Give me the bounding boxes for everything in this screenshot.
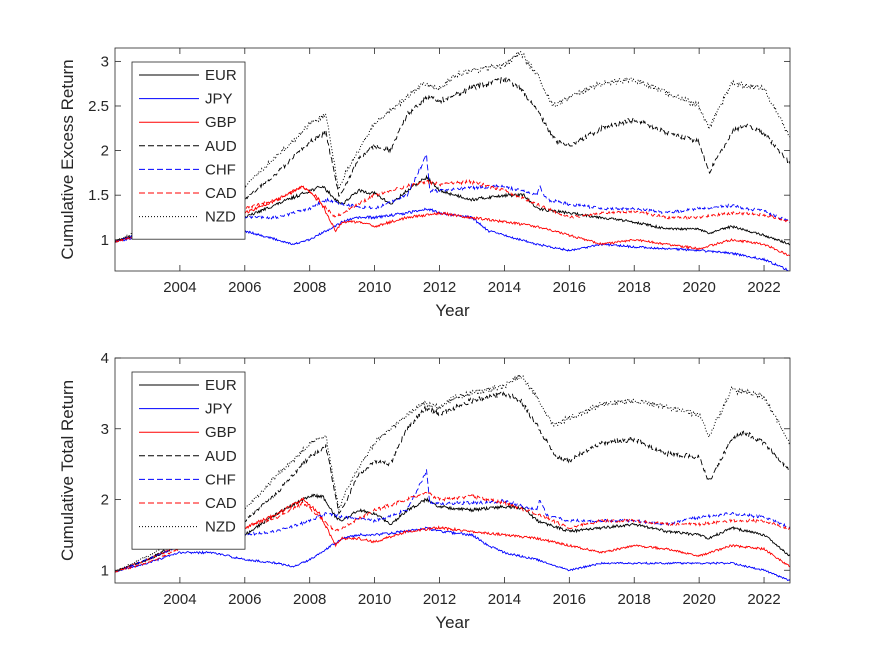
legend-label-nzd: NZD: [205, 519, 236, 536]
y-tick-label: 1.5: [88, 187, 109, 204]
legend-label-chf: CHF: [205, 471, 236, 488]
y-tick-label: 3: [101, 53, 109, 70]
legend-label-gbp: GBP: [205, 424, 237, 441]
legend-label-eur: EUR: [205, 377, 237, 394]
series-line-jpy: [115, 526, 790, 582]
y-axis-label: Cumulative Excess Return: [58, 59, 77, 259]
legend-label-chf: CHF: [205, 161, 236, 178]
x-tick-label: 2010: [358, 279, 391, 296]
y-tick-label: 1: [101, 562, 109, 579]
series-line-nzd: [115, 374, 790, 572]
x-tick-label: 2016: [553, 279, 586, 296]
y-tick-label: 1: [101, 232, 109, 249]
bottom-panel: 2004 2006 2008 2010 2012 2014 2016 2018 2020 2022…: [58, 350, 791, 632]
y-tick-label: 4: [101, 350, 109, 367]
x-axis-label: Year: [435, 301, 470, 320]
axes-box: [114, 47, 791, 272]
y-axis-label: Cumulative Total Return: [58, 380, 77, 561]
legend-label-eur: EUR: [205, 67, 237, 84]
legend-box: [131, 61, 246, 240]
x-tick-label: 2010: [358, 591, 391, 608]
legend-label-gbp: GBP: [205, 114, 237, 131]
x-tick-label: 2004: [163, 591, 196, 608]
legend: EUR JPY GBP AUD CHF CAD NZD: [131, 61, 246, 240]
x-tick-label: 2004: [163, 279, 196, 296]
x-tick-label: 2018: [618, 591, 651, 608]
legend-label-aud: AUD: [205, 138, 237, 155]
series-line-aud: [115, 390, 790, 572]
y-tick-label: 3: [101, 421, 109, 438]
y-tick-label: 2: [101, 143, 109, 160]
axes-box: [114, 357, 791, 584]
y-tick-label: 2: [101, 492, 109, 509]
x-tick-label: 2008: [293, 591, 326, 608]
legend-label-cad: CAD: [205, 495, 237, 512]
x-tick-label: 2020: [682, 279, 715, 296]
x-tick-label: 2006: [228, 591, 261, 608]
legend-label-nzd: NZD: [205, 209, 236, 226]
legend-label-cad: CAD: [205, 185, 237, 202]
y-tick-label: 2.5: [88, 98, 109, 115]
x-axis-label: Year: [435, 613, 470, 632]
x-tick-label: 2008: [293, 279, 326, 296]
x-tick-label: 2014: [488, 591, 521, 608]
x-tick-label: 2012: [423, 591, 456, 608]
x-tick-label: 2014: [488, 279, 521, 296]
legend: EUR JPY GBP AUD CHF CAD NZD: [131, 371, 246, 550]
legend-label-jpy: JPY: [205, 91, 233, 108]
x-tick-label: 2020: [682, 591, 715, 608]
top-panel: 2004 2006 2008 2010 2012 2014 2016 2018 2020 2022…: [58, 47, 791, 320]
x-tick-label: 2006: [228, 279, 261, 296]
legend-label-aud: AUD: [205, 448, 237, 465]
x-tick-label: 2018: [618, 279, 651, 296]
legend-label-jpy: JPY: [205, 401, 233, 418]
x-tick-label: 2022: [747, 591, 780, 608]
x-tick-label: 2016: [553, 591, 586, 608]
legend-box: [131, 371, 246, 550]
x-tick-label: 2022: [747, 279, 780, 296]
x-tick-label: 2012: [423, 279, 456, 296]
